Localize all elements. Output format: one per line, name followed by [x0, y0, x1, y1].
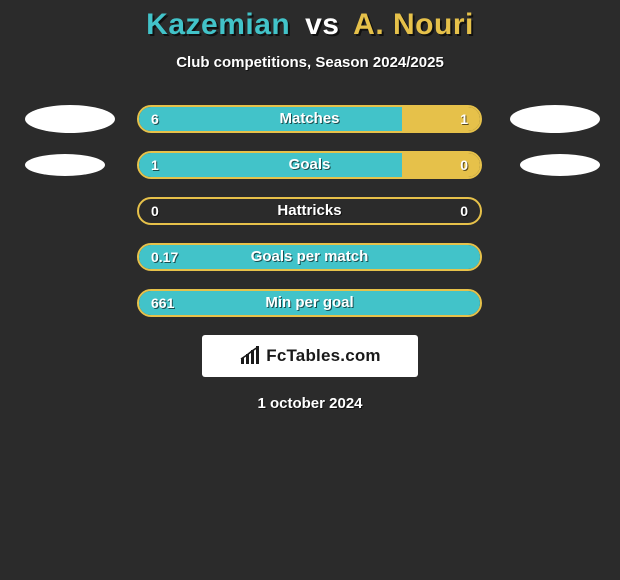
stat-row: 10Goals: [0, 151, 620, 179]
bar-chart-icon: [239, 346, 261, 366]
comparison-card: Kazemian vs A. Nouri Club competitions, …: [0, 0, 620, 412]
title-row: Kazemian vs A. Nouri: [0, 8, 620, 42]
left-value: 1: [139, 157, 171, 173]
bar-right-fill: [456, 245, 480, 269]
bar-left-fill: 1: [139, 153, 402, 177]
stat-row: 00Hattricks: [0, 197, 620, 225]
stat-row: 0.17Goals per match: [0, 243, 620, 271]
player2-marker: [520, 154, 600, 176]
stat-bar: 00: [137, 197, 482, 225]
left-value: 6: [139, 111, 171, 127]
bar-left-fill: 6: [139, 107, 402, 131]
brand-text: FcTables.com: [266, 346, 381, 366]
player1-marker: [25, 154, 105, 176]
left-value: 0.17: [139, 249, 190, 265]
bar-right-fill: 0: [448, 199, 480, 223]
player1-name: Kazemian: [146, 8, 290, 41]
date-label: 1 october 2024: [0, 395, 620, 412]
bar-right-fill: 0: [402, 153, 480, 177]
vs-label: vs: [305, 8, 339, 41]
stat-bar: 61: [137, 105, 482, 133]
subtitle: Club competitions, Season 2024/2025: [0, 54, 620, 71]
player2-marker: [510, 105, 600, 133]
stats-container: 61Matches10Goals00Hattricks0.17Goals per…: [0, 105, 620, 317]
stat-bar: 661: [137, 289, 482, 317]
left-value: 661: [139, 295, 186, 311]
player1-marker: [25, 105, 115, 133]
bar-left-fill: 0: [139, 199, 171, 223]
right-value: 1: [448, 111, 480, 127]
player2-name: A. Nouri: [353, 8, 474, 41]
bar-left-fill: 661: [139, 291, 480, 315]
stat-bar: 10: [137, 151, 482, 179]
left-value: 0: [139, 203, 171, 219]
bar-right-fill: 1: [402, 107, 480, 131]
brand-badge: FcTables.com: [202, 335, 418, 377]
right-value: 0: [448, 203, 480, 219]
stat-row: 661Min per goal: [0, 289, 620, 317]
bar-left-fill: 0.17: [139, 245, 480, 269]
right-value: 0: [448, 157, 480, 173]
stat-bar: 0.17: [137, 243, 482, 271]
bar-right-fill: [456, 291, 480, 315]
stat-row: 61Matches: [0, 105, 620, 133]
